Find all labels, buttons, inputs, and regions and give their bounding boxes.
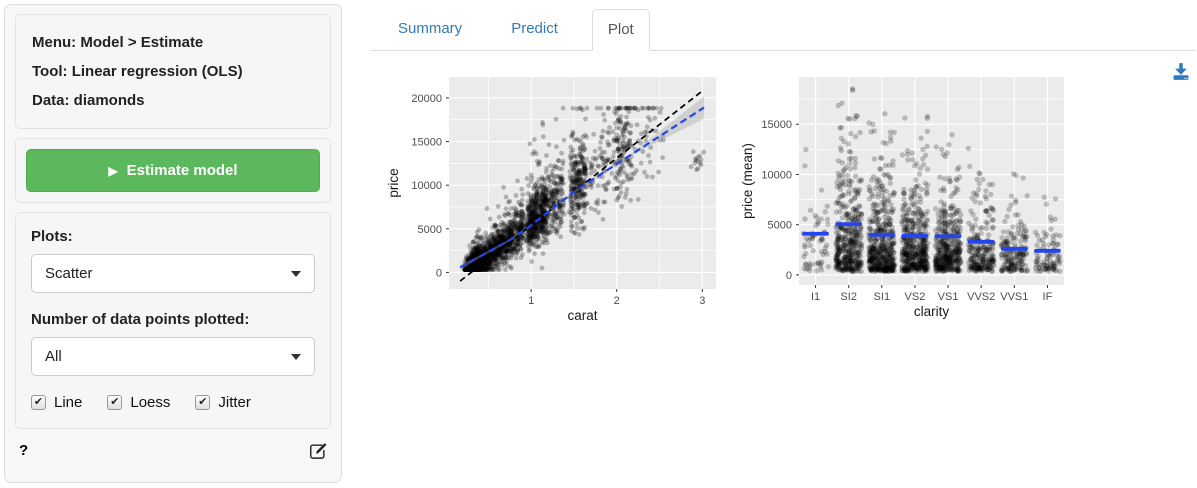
- tool-label: Tool: Linear regression (OLS): [32, 63, 243, 80]
- npoints-select[interactable]: All: [31, 337, 315, 376]
- npoints-select-value: All: [45, 348, 62, 365]
- svg-text:SI1: SI1: [874, 291, 891, 303]
- estimate-panel: ▶ Estimate model: [15, 138, 331, 203]
- plots-select[interactable]: Scatter: [31, 254, 315, 293]
- chevron-down-icon: [291, 270, 301, 277]
- svg-text:VVS1: VVS1: [1000, 291, 1028, 303]
- svg-text:10000: 10000: [761, 169, 792, 181]
- menu-breadcrumb: Menu: Model > Estimate: [32, 34, 204, 51]
- estimate-model-label: Estimate model: [126, 162, 238, 179]
- plot-options-row: Line Loess Jitter: [31, 394, 315, 411]
- download-icon[interactable]: [1171, 61, 1191, 87]
- checkbox-loess-box[interactable]: [107, 395, 123, 410]
- plots-label: Plots:: [31, 228, 73, 245]
- svg-text:10000: 10000: [411, 180, 442, 192]
- tab-plot[interactable]: Plot: [591, 9, 650, 51]
- sidebar-footer: ?: [15, 438, 331, 460]
- checkbox-jitter-box[interactable]: [195, 395, 211, 410]
- svg-text:15000: 15000: [761, 119, 792, 131]
- svg-text:SI2: SI2: [840, 291, 857, 303]
- estimate-model-button[interactable]: ▶ Estimate model: [26, 149, 320, 192]
- svg-text:0: 0: [436, 267, 442, 279]
- svg-text:5000: 5000: [768, 220, 792, 232]
- tab-bar: Summary Predict Plot: [370, 9, 1195, 51]
- plot-controls-panel: Plots: Scatter Number of data points plo…: [15, 212, 331, 429]
- svg-text:3: 3: [699, 295, 705, 307]
- svg-text:5000: 5000: [418, 224, 442, 236]
- npoints-label: Number of data points plotted:: [31, 311, 250, 328]
- svg-text:VS2: VS2: [905, 291, 926, 303]
- checkbox-loess[interactable]: Loess: [107, 394, 170, 411]
- svg-text:IF: IF: [1043, 291, 1053, 303]
- checkbox-line-label: Line: [54, 394, 83, 411]
- help-icon[interactable]: ?: [19, 442, 29, 459]
- svg-text:15000: 15000: [411, 137, 442, 149]
- checkbox-line[interactable]: Line: [31, 394, 82, 411]
- svg-text:0: 0: [786, 270, 792, 282]
- dataset-label: Data: diamonds: [32, 92, 145, 109]
- checkbox-jitter-label: Jitter: [218, 394, 251, 411]
- play-icon: ▶: [108, 163, 118, 178]
- model-info-panel: Menu: Model > Estimate Tool: Linear regr…: [15, 14, 331, 129]
- svg-text:carat: carat: [567, 308, 597, 323]
- svg-text:1: 1: [528, 295, 534, 307]
- scatter-plot-price-vs-clarity: 0 5000 10000 15000 I1 SI2 SI1 VS2 VS1 VVS2 VVS1 IF c…: [739, 72, 1069, 327]
- svg-text:price: price: [386, 168, 401, 197]
- checkbox-jitter[interactable]: Jitter: [195, 394, 251, 411]
- svg-text:VVS2: VVS2: [967, 291, 995, 303]
- tab-predict[interactable]: Predict: [511, 20, 558, 37]
- svg-text:price (mean): price (mean): [740, 143, 755, 219]
- tab-summary[interactable]: Summary: [398, 20, 463, 37]
- svg-text:VS1: VS1: [938, 291, 959, 303]
- sidebar: Menu: Model > Estimate Tool: Linear regr…: [4, 4, 342, 483]
- svg-text:I1: I1: [811, 291, 820, 303]
- chevron-down-icon: [291, 353, 301, 360]
- checkbox-loess-label: Loess: [130, 394, 171, 411]
- checkbox-line-box[interactable]: [31, 395, 46, 410]
- plots-select-value: Scatter: [45, 265, 93, 282]
- svg-text:20000: 20000: [411, 93, 442, 105]
- scatter-plot-price-vs-carat: 0 5000 10000 15000 20000 1 2 3 carat price: [385, 72, 720, 327]
- svg-text:2: 2: [614, 295, 620, 307]
- edit-report-icon[interactable]: [308, 441, 327, 460]
- svg-text:clarity: clarity: [914, 304, 950, 319]
